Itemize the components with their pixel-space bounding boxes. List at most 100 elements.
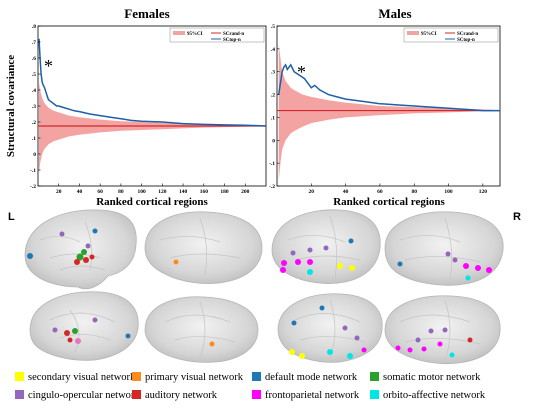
node-frontoparietal (437, 341, 443, 347)
node-cingulo-opercular (92, 317, 98, 323)
y-tick-label: .3 (271, 70, 275, 76)
network-swatch (132, 372, 141, 381)
plot-frame-females (37, 25, 267, 187)
network-label: frontoparietal network (265, 390, 360, 401)
node-frontoparietal (486, 267, 492, 273)
node-orbito-affective (347, 353, 353, 359)
y-ticks-males: -.2 -.1 0 .1 .2 .3 .4 .5 (269, 24, 280, 190)
x-tick-label: 40 (343, 189, 349, 195)
x-tick-label: 100 (138, 189, 147, 195)
node-somatic-motor (81, 249, 87, 255)
legend-females: 95%CI SCrand-n SCtop-n (169, 27, 265, 43)
node-cingulo-opercular (452, 257, 458, 263)
node-default-mode (397, 261, 403, 267)
x-tick-label: 20 (309, 189, 315, 195)
legend-rand-label: SCrand-n (457, 32, 478, 37)
x-ticks-females: 20 40 60 80 100 120 140 160 180 200 (56, 183, 250, 195)
node-cingulo-opercular (59, 231, 65, 237)
brain-females-lateral-right (144, 211, 263, 284)
chart-males: Males -.2 -.1 0 .1 .2 .3 .4 .5 20 40 60 80 100 120 R… (269, 6, 501, 208)
node-default-mode (291, 320, 297, 326)
legend-ci-swatch (173, 31, 185, 35)
x-tick-label: 120 (158, 189, 167, 195)
node-frontoparietal (407, 347, 413, 353)
node-cingulo-opercular (415, 337, 421, 343)
brain-females-lateral-left (24, 209, 137, 290)
ylabel-females: Structural covariance (5, 55, 17, 157)
node-cingulo-opercular (428, 328, 434, 334)
node-secondary-visual (289, 349, 295, 355)
node-auditory (75, 338, 81, 344)
network-label: orbito-affective network (383, 390, 486, 401)
legend-top-label: SCtop-n (223, 38, 241, 43)
network-label: secondary visual network (28, 372, 136, 383)
node-default-mode (319, 305, 325, 311)
node-auditory (74, 259, 80, 265)
ci-band-males (278, 44, 500, 182)
brain-males-lateral-left (271, 209, 381, 284)
node-frontoparietal (421, 346, 427, 352)
x-tick-label: 160 (200, 189, 209, 195)
node-default-mode (92, 228, 98, 234)
node-primary-visual (173, 259, 179, 265)
y-tick-label: .1 (271, 115, 275, 121)
y-tick-label: -.2 (269, 184, 275, 190)
annotation-star-males: * (297, 62, 306, 82)
y-tick-label: .5 (271, 24, 275, 30)
node-frontoparietal (307, 259, 313, 265)
x-tick-label: 100 (444, 189, 453, 195)
annotation-star-females: * (44, 56, 53, 76)
chart-title-males: Males (378, 6, 411, 21)
node-cingulo-opercular (354, 335, 360, 341)
node-cingulo-opercular (85, 243, 91, 249)
brain-males-medial-left (277, 293, 383, 363)
y-tick-label: .5 (32, 72, 36, 78)
node-auditory (89, 254, 95, 260)
node-auditory (83, 257, 89, 263)
legend-ci-label: 95%CI (187, 32, 203, 37)
network-swatch (15, 390, 24, 399)
y-tick-label: .6 (32, 56, 36, 62)
y-ticks-females: -.2 -.1 0 .1 .2 .3 .4 .5 .6 .7 .8 (30, 24, 41, 190)
node-somatic-motor (72, 328, 78, 334)
network-swatch (370, 390, 379, 399)
node-cingulo-opercular (323, 245, 329, 251)
brain-males-lateral-right (384, 211, 504, 286)
legend-ci-label: 95%CI (421, 32, 437, 37)
x-ticks-males: 20 40 60 80 100 120 (309, 183, 487, 195)
node-cingulo-opercular (52, 327, 58, 333)
node-secondary-visual (337, 263, 343, 269)
node-auditory (467, 337, 473, 343)
node-cingulo-opercular (442, 327, 448, 333)
brain-females-medial-right (144, 296, 259, 363)
y-tick-label: .2 (271, 93, 275, 99)
ci-band-females (39, 82, 267, 174)
node-default-mode (27, 253, 33, 259)
legend-rand-label: SCrand-n (223, 32, 244, 37)
node-frontoparietal (281, 260, 287, 266)
x-tick-label: 60 (97, 189, 103, 195)
legend-ci-swatch (407, 31, 419, 35)
network-swatch (132, 390, 141, 399)
chart-title-females: Females (124, 6, 169, 21)
node-frontoparietal (361, 347, 367, 353)
node-frontoparietal (463, 263, 469, 269)
node-auditory (67, 337, 73, 343)
node-orbito-affective (307, 269, 313, 275)
y-tick-label: .3 (32, 104, 36, 110)
node-orbito-affective (449, 352, 455, 358)
node-orbito-affective (327, 349, 333, 355)
y-tick-label: .7 (32, 40, 36, 46)
sctop-line-males (277, 63, 500, 112)
y-tick-label: .2 (32, 120, 36, 126)
left-hemisphere-label: L (8, 211, 15, 223)
node-default-mode (125, 333, 131, 339)
xlabel-males: Ranked cortical regions (333, 196, 445, 208)
node-frontoparietal (280, 267, 286, 273)
y-tick-label: -.2 (30, 184, 36, 190)
network-label: somatic motor network (383, 372, 481, 383)
y-tick-label: .1 (32, 136, 36, 142)
sctop-line-females (38, 38, 267, 127)
x-tick-label: 140 (179, 189, 188, 195)
